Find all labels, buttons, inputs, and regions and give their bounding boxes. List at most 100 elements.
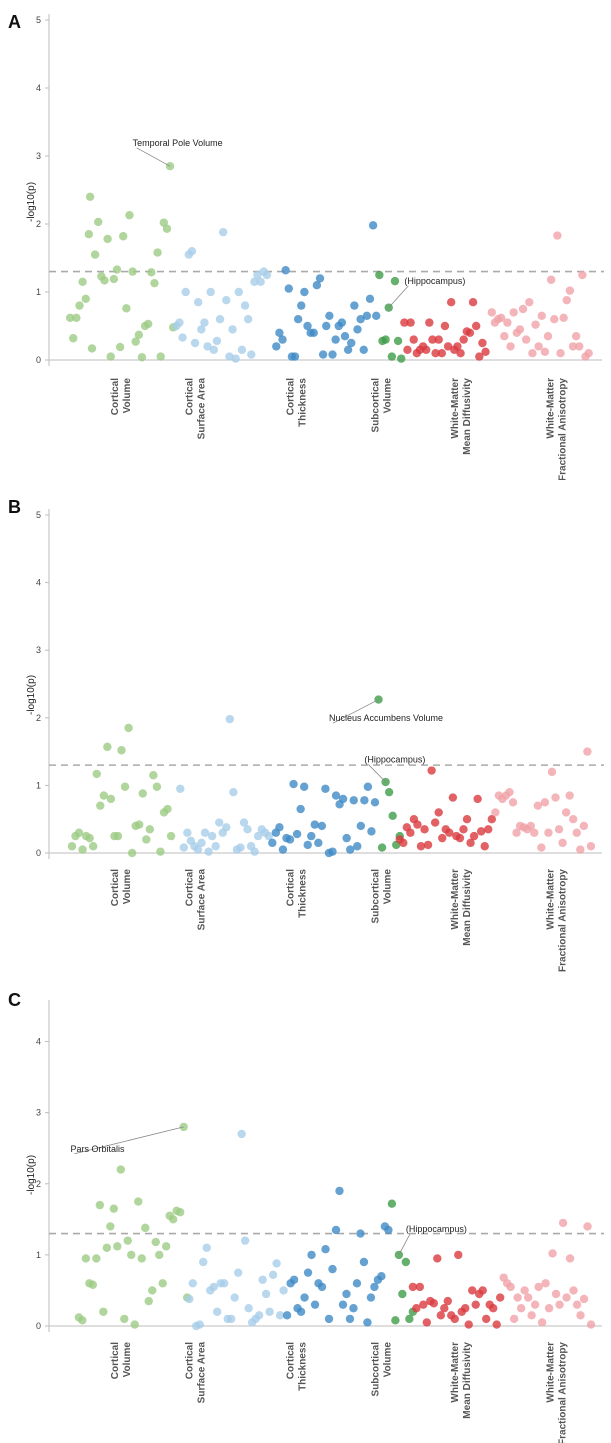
- data-point: [579, 1294, 589, 1304]
- data-point: [375, 270, 384, 280]
- data-point: [113, 1242, 122, 1251]
- data-point: [572, 828, 581, 837]
- data-point: [303, 1268, 313, 1277]
- data-point: [310, 820, 319, 829]
- y-tick-label: 0: [36, 1321, 41, 1331]
- data-point: [193, 845, 203, 854]
- category-label: Cortical Volume: [110, 378, 133, 416]
- data-point: [565, 791, 574, 800]
- y-tick-label: 1: [36, 780, 41, 790]
- data-point: [142, 835, 151, 844]
- panel-a: A -log10(p) 0 1 2 3 4 5 Cortical Volume Cortical…: [0, 0, 611, 480]
- data-point: [568, 342, 578, 351]
- data-point: [415, 1282, 425, 1292]
- annotation-label: Pars Orbitalis: [70, 1144, 125, 1154]
- data-point: [222, 823, 231, 832]
- data-point: [459, 335, 468, 344]
- data-point: [561, 808, 571, 817]
- data-point: [247, 350, 256, 359]
- data-point: [409, 335, 418, 344]
- data-point: [275, 1311, 285, 1320]
- annotation-leader: [388, 285, 409, 308]
- data-point: [321, 784, 330, 793]
- data-point: [537, 311, 546, 320]
- data-point: [468, 1286, 477, 1295]
- data-point: [572, 1300, 582, 1309]
- data-point: [340, 332, 350, 341]
- data-point: [534, 342, 543, 351]
- data-point: [487, 308, 496, 317]
- data-point: [328, 350, 337, 359]
- data-point: [434, 808, 443, 817]
- y-tick-label: 4: [36, 578, 41, 588]
- category-label: White-Matter Mean Diffusivity: [450, 869, 473, 946]
- data-point: [583, 747, 592, 756]
- data-point: [370, 1282, 379, 1292]
- data-point: [176, 784, 185, 793]
- data-point: [156, 847, 165, 856]
- data-point: [162, 224, 172, 233]
- data-point: [231, 354, 240, 363]
- data-point: [88, 842, 98, 851]
- data-point: [565, 286, 575, 295]
- data-point: [200, 318, 209, 327]
- data-point: [300, 287, 309, 297]
- data-point: [243, 315, 253, 324]
- panel-label: B: [8, 497, 21, 517]
- data-point: [541, 1279, 550, 1288]
- data-point: [422, 1318, 432, 1327]
- data-point: [331, 1225, 341, 1235]
- data-point: [99, 791, 109, 800]
- data-point: [443, 1296, 452, 1306]
- data-point: [576, 1311, 585, 1320]
- data-point: [315, 274, 325, 283]
- data-point: [521, 335, 531, 344]
- data-point: [512, 828, 521, 837]
- data-point: [462, 815, 472, 824]
- data-point: [534, 1282, 543, 1292]
- category-label-line: Surface Area: [196, 1342, 207, 1404]
- data-point: [197, 325, 206, 334]
- data-point: [384, 1225, 393, 1235]
- data-point: [134, 330, 144, 340]
- data-point: [484, 825, 493, 834]
- data-point: [506, 342, 515, 351]
- data-point: [406, 828, 415, 837]
- data-point: [96, 801, 105, 810]
- data-point: [135, 820, 144, 829]
- y-tick-label: 2: [36, 1179, 41, 1189]
- data-point: [349, 796, 358, 805]
- category-label-line: Cortical: [110, 378, 121, 415]
- annotation-label: (Hippocampus): [404, 276, 465, 286]
- data-point: [292, 829, 302, 839]
- data-point: [455, 833, 465, 843]
- data-point: [356, 315, 365, 324]
- data-point: [78, 277, 87, 286]
- data-point: [461, 1304, 470, 1313]
- y-tick-label: 5: [36, 510, 41, 520]
- data-point: [94, 217, 103, 227]
- category-label: Cortical Volume: [110, 1342, 133, 1380]
- category-label-line: Surface Area: [196, 869, 207, 931]
- data-point: [433, 1254, 442, 1263]
- data-point: [78, 1316, 87, 1325]
- data-point: [337, 318, 347, 327]
- data-point: [387, 1199, 397, 1208]
- y-tick-label: 3: [36, 645, 41, 655]
- data-point: [119, 232, 128, 241]
- data-point: [465, 328, 475, 337]
- annotation-leader: [74, 1126, 184, 1155]
- data-point: [237, 345, 247, 354]
- data-point: [377, 1272, 386, 1281]
- data-point: [179, 843, 189, 852]
- data-point: [516, 1304, 526, 1313]
- data-point: [398, 1289, 407, 1299]
- data-point: [558, 838, 567, 848]
- data-point: [391, 1316, 400, 1325]
- data-point: [268, 1270, 278, 1279]
- data-point: [225, 714, 235, 724]
- category-label-line: White-Matter: [450, 869, 461, 930]
- data-point: [419, 1300, 428, 1309]
- data-point: [586, 1320, 596, 1329]
- y-tick-label: 0: [36, 355, 41, 365]
